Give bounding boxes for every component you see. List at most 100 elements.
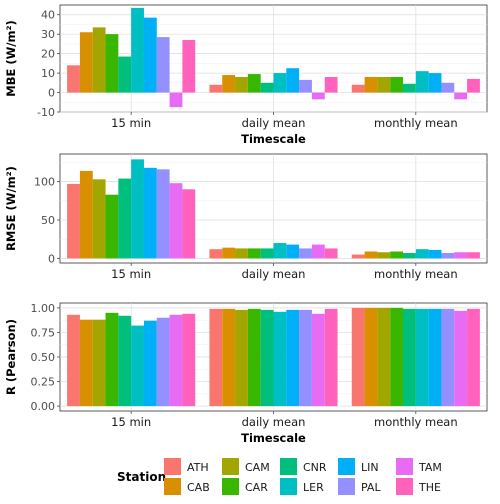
bar-cnr xyxy=(260,309,274,407)
y-tick-label: 0.50 xyxy=(31,351,56,364)
bar-ath xyxy=(67,65,80,93)
bar-cam xyxy=(235,248,248,259)
bar-cnr xyxy=(118,315,132,407)
x-axis-title: Timescale xyxy=(241,132,306,146)
bar-cab xyxy=(79,319,93,407)
bar-car xyxy=(247,248,261,259)
x-tick-label: daily mean xyxy=(242,267,306,281)
y-axis-title: R (Pearson) xyxy=(4,319,18,395)
bar-lin xyxy=(286,68,300,93)
bar-car xyxy=(247,308,261,407)
legend-frame xyxy=(100,451,454,501)
y-tick-label: 50 xyxy=(41,214,55,227)
y-axis-title: MBE (W/m²) xyxy=(4,20,18,97)
bar-cam xyxy=(235,309,248,407)
bar-cab xyxy=(222,247,236,259)
bar-the xyxy=(467,252,480,259)
bar-tam xyxy=(311,313,325,407)
bar-cab xyxy=(364,307,378,407)
bar-lin xyxy=(143,320,157,407)
bar-car xyxy=(105,312,119,407)
y-tick-label: 40 xyxy=(41,9,55,22)
y-axis-title: RMSE (W/m²) xyxy=(4,166,18,251)
bar-cnr xyxy=(260,248,274,259)
legend-key-cab xyxy=(164,478,181,495)
x-tick-label: 15 min xyxy=(111,415,151,429)
bar-ler xyxy=(273,243,287,259)
bar-lin xyxy=(428,249,442,259)
bar-the xyxy=(467,308,480,407)
bar-lin xyxy=(286,244,300,259)
bar-cab xyxy=(222,75,236,93)
bar-tam xyxy=(169,314,183,407)
bar-cnr xyxy=(403,83,416,93)
bar-ler xyxy=(273,73,287,93)
y-tick-label: 20 xyxy=(41,48,55,61)
bar-cam xyxy=(92,319,106,407)
bar-pal xyxy=(299,309,312,407)
bar-cnr xyxy=(118,178,132,259)
legend-label-lin: LIN xyxy=(361,461,379,474)
legend: Station ATH CAB CAM CAR CNR LER LIN PAL TAM THE xyxy=(100,451,454,501)
bar-tam xyxy=(169,183,183,259)
x-tick-label: 15 min xyxy=(111,116,151,130)
bar-lin xyxy=(286,309,300,407)
bar-lin xyxy=(143,17,157,93)
bar-ler xyxy=(273,311,287,407)
bar-car xyxy=(105,34,119,93)
bar-tam xyxy=(311,244,325,259)
x-tick-label: monthly mean xyxy=(374,415,458,429)
bar-tam xyxy=(454,92,468,100)
legend-label-cab: CAB xyxy=(187,481,210,494)
bar-ler xyxy=(415,308,429,407)
legend-key-ath xyxy=(164,458,181,475)
y-tick-label: 0 xyxy=(48,252,55,265)
legend-title: Station xyxy=(117,470,166,484)
y-tick-label: 1.00 xyxy=(31,302,56,315)
y-tick-label: 100 xyxy=(34,176,55,189)
bar-car xyxy=(247,74,261,93)
x-tick-label: 15 min xyxy=(111,267,151,281)
legend-key-cnr xyxy=(280,458,297,475)
bar-ler xyxy=(131,7,144,93)
bar-ath xyxy=(67,314,80,407)
bar-pal xyxy=(441,253,455,259)
y-tick-label: 10 xyxy=(41,67,55,80)
legend-key-car xyxy=(222,478,239,495)
x-tick-label: daily mean xyxy=(242,116,306,130)
bar-the xyxy=(182,189,196,259)
y-tick-label: -10 xyxy=(37,106,55,119)
legend-key-cam xyxy=(222,458,239,475)
bar-cam xyxy=(235,76,248,93)
bar-pal xyxy=(156,37,170,93)
bar-ath xyxy=(351,254,365,259)
panel-rmse: 0 50 100 15 min daily mean monthly mean RMSE (… xyxy=(4,153,488,281)
bar-lin xyxy=(143,167,157,259)
bar-cab xyxy=(364,76,378,93)
bar-ler xyxy=(131,159,144,259)
bar-lin xyxy=(428,73,442,93)
y-tick-label: 30 xyxy=(41,28,55,41)
bar-pal xyxy=(156,169,170,259)
bar-cab xyxy=(222,308,236,407)
bar-tam xyxy=(454,310,468,407)
bar-cam xyxy=(92,179,106,259)
legend-label-cnr: CNR xyxy=(303,461,327,474)
panel-mbe: -10 0 10 20 30 40 15 min daily mean monthly mean… xyxy=(4,4,488,146)
legend-key-pal xyxy=(338,478,355,495)
bar-pal xyxy=(299,79,312,93)
bar-ath xyxy=(351,84,365,93)
bar-the xyxy=(324,308,338,407)
y-tick-label: 0.00 xyxy=(31,400,56,413)
bar-ath xyxy=(351,307,365,407)
bar-lin xyxy=(428,308,442,407)
x-axis-title: Timescale xyxy=(241,431,306,445)
x-tick-label: monthly mean xyxy=(374,267,458,281)
bar-ler xyxy=(415,71,429,93)
bar-cam xyxy=(377,76,391,93)
legend-label-pal: PAL xyxy=(361,481,381,494)
legend-label-tam: TAM xyxy=(418,461,442,474)
y-tick-label: 0 xyxy=(48,87,55,100)
bar-cab xyxy=(79,32,93,93)
